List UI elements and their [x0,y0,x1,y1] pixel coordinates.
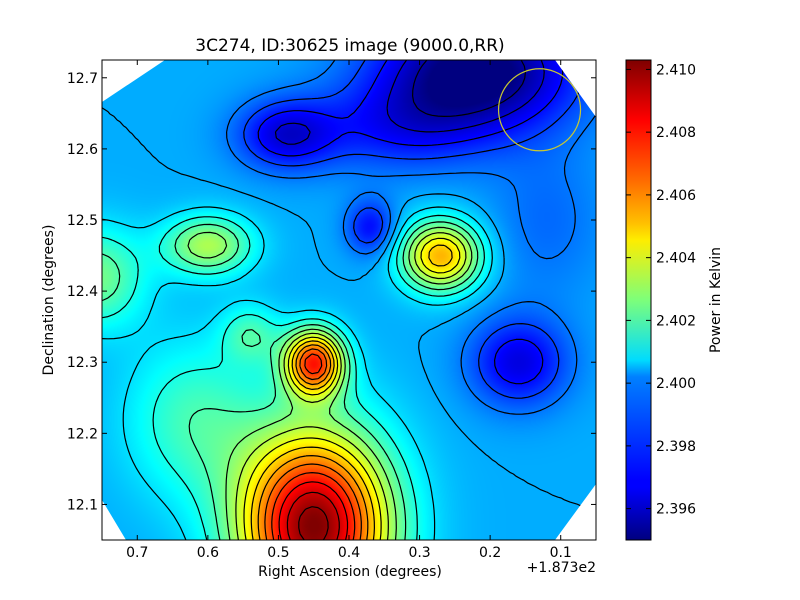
heatmap-image [102,60,596,540]
contour-line-8 [102,214,485,540]
x-tick-label: 0.3 [408,545,430,561]
contour-line-12 [243,237,461,540]
y-tick-label: 12.1 [67,497,98,513]
x-tick-label: 0.2 [479,545,501,561]
chart-title: 3C274, ID:30625 image (9000.0,RR) [195,36,504,56]
colorbar-ticks: 2.396 2.398 2.400 2.402 2.404 2.406 2.408 2.410 [626,62,696,518]
x-tick-label: 0.4 [338,545,360,561]
colorbar-tick-label: 2.398 [656,439,696,455]
x-tick-label: 0.1 [550,545,572,561]
contour-line-18 [286,491,340,540]
x-axis-offset-label: +1.873e2 [527,560,596,576]
colorbar-label: Power in Kelvin [708,247,724,353]
colorbar-tick-label: 2.404 [656,251,696,267]
x-tick-label: 0.5 [267,545,289,561]
colorbar-tick-label: 2.396 [656,502,696,518]
beam-marker [497,68,582,152]
contour-line-13 [250,244,453,540]
x-tick-label: 0.7 [126,545,148,561]
contour-line-4 [243,60,585,399]
contour-line-9 [102,221,479,540]
contour-line-3 [257,60,564,385]
contour-line-14 [257,344,369,540]
colorbar-tick-label: 2.408 [656,125,696,141]
colorbar-tick-label: 2.406 [656,188,696,204]
contour-line-1 [412,60,526,117]
colorbar-gradient [625,59,652,541]
y-axis-ticks: 12.7 12.6 12.5 12.4 12.3 12.2 12.1 [67,71,596,513]
y-tick-label: 12.2 [67,426,98,442]
contour-line-2 [274,60,545,145]
y-tick-label: 12.7 [67,71,98,87]
contour-line-10 [187,226,473,540]
contour-line-17 [278,481,349,540]
y-tick-label: 12.3 [67,355,98,371]
colorbar-tick-label: 2.410 [656,62,696,78]
colorbar: 2.396 2.398 2.400 2.402 2.404 2.406 2.408 2.410… [625,59,724,541]
contour-line-11 [235,232,467,540]
y-axis-label: Declination (degrees) [41,225,57,376]
x-tick-label: 0.6 [197,545,219,561]
y-tick-label: 12.5 [67,213,98,229]
contour-lines [102,60,596,540]
x-axis-label: Right Ascension (degrees) [258,564,442,580]
plot-area: 0.7 0.6 0.5 0.4 0.3 0.2 0.1 12.712.612.512.412… [67,59,597,561]
y-tick-label: 12.4 [67,284,98,300]
contour-line-7 [102,206,493,540]
colorbar-tick-label: 2.400 [656,376,696,392]
x-axis-ticks: 0.7 0.6 0.5 0.4 0.3 0.2 0.1 [126,60,572,561]
colorbar-tick-label: 2.402 [656,313,696,329]
contour-line-5 [226,60,596,415]
contour-line-16 [271,353,356,540]
y-tick-label: 12.6 [67,142,98,158]
contour-line-15 [264,348,362,540]
